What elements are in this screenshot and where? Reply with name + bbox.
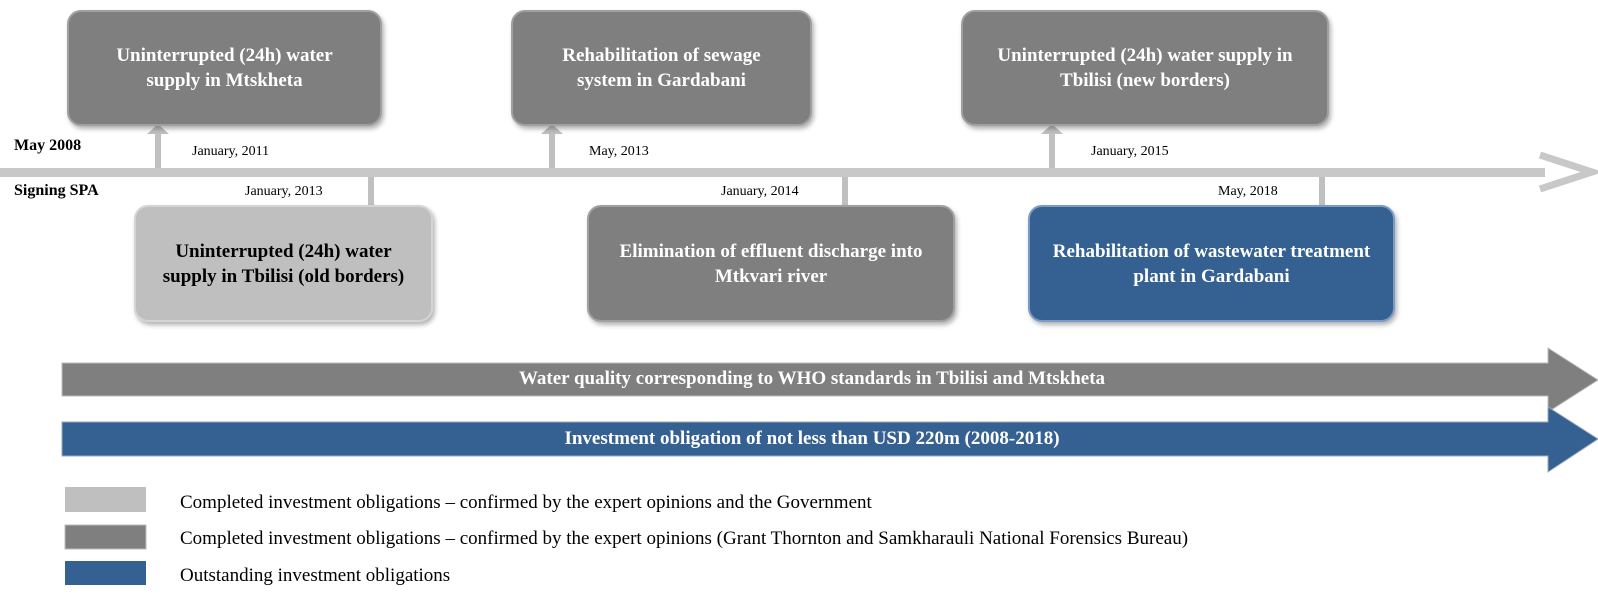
legend-swatch <box>64 524 147 550</box>
legend-text: Completed investment obligations – confi… <box>180 528 1189 549</box>
event-date: January, 2015 <box>1091 144 1169 159</box>
event-arrow <box>147 124 169 168</box>
event-arrow <box>541 124 563 168</box>
timeline <box>0 168 1545 177</box>
event-date: January, 2011 <box>192 144 270 159</box>
event-date: May, 2013 <box>589 144 649 159</box>
legend-swatch <box>65 561 146 585</box>
event-box: Uninterrupted (24h) water supply in Tbil… <box>961 10 1329 126</box>
legend-text: Outstanding investment obligations <box>180 565 451 586</box>
start-label: Signing SPA <box>14 182 99 199</box>
start-date: May 2008 <box>14 137 82 154</box>
event-date: May, 2018 <box>1218 184 1278 199</box>
legend-swatch <box>65 487 146 512</box>
investment-bar <box>61 406 1598 473</box>
event-box: Uninterrupted (24h) water supply in Mtsk… <box>67 10 382 126</box>
event-box: Uninterrupted (24h) water supply in Tbil… <box>134 205 433 322</box>
bar-label: Water quality corresponding to WHO stand… <box>518 368 1106 389</box>
legend-text: Completed investment obligations – confi… <box>180 492 872 513</box>
bar-label: Investment obligation of not less than U… <box>564 428 1060 449</box>
water-quality-bar <box>61 347 1598 413</box>
event-date: January, 2014 <box>721 184 799 199</box>
event-box: Rehabilitation of wastewater treatment p… <box>1028 205 1395 322</box>
timeline-arrowhead <box>1538 151 1598 193</box>
event-box: Rehabilitation of sewage system in Garda… <box>511 10 812 126</box>
event-date: January, 2013 <box>245 184 323 199</box>
event-arrow <box>1041 124 1063 168</box>
event-box: Elimination of effluent discharge into M… <box>587 205 955 322</box>
